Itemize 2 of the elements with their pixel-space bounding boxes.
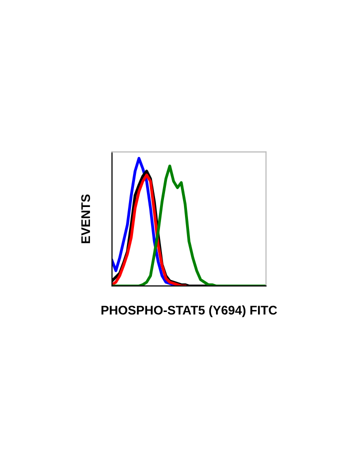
y-axis-title: EVENTS	[81, 194, 90, 244]
x-axis-title: PHOSPHO-STAT5 (Y694) FITC	[102, 305, 277, 318]
